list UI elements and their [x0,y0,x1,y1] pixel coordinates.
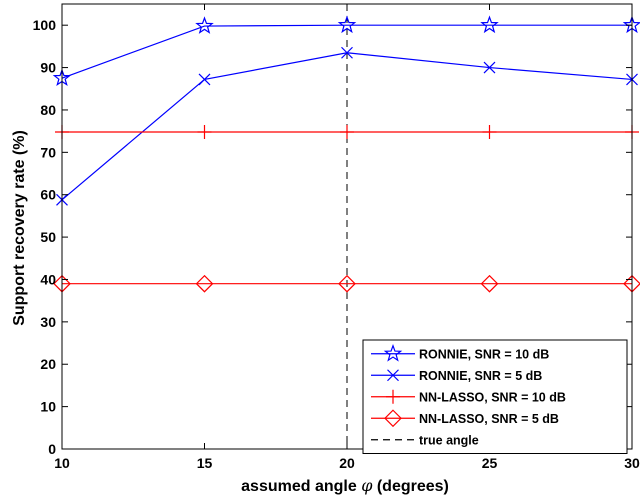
series-4-marker [195,274,214,293]
y-tick-label: 30 [40,314,56,330]
series-1-marker [337,15,357,34]
x-axis-label-symbol: φ [361,476,373,495]
x-tick-label: 25 [482,455,498,471]
x-tick-label: 30 [624,455,640,471]
y-tick-label: 90 [40,60,56,76]
legend-label-2: RONNIE, SNR = 5 dB [419,369,542,383]
y-tick-label: 0 [48,441,56,457]
series-1-marker [195,16,214,34]
series-2-marker [341,46,353,59]
x-axis-label-prefix: assumed angle [241,478,361,495]
series-3-marker [197,124,212,139]
legend-label-4: NN-LASSO, SNR = 5 dB [419,412,559,426]
series-line-1 [61,24,632,79]
legend-marker-1 [383,343,403,362]
y-tick-label: 70 [40,144,56,160]
legend-marker-2 [387,369,399,382]
legend-marker-4 [384,409,402,428]
y-tick-label: 100 [33,17,57,33]
x-tick-label: 20 [339,455,355,471]
series-2-marker [483,61,496,74]
y-tick-label: 50 [40,229,56,245]
y-tick-label: 60 [40,187,56,203]
legend-marker-3 [386,389,400,404]
y-tick-label: 80 [40,102,56,118]
legend-label-3: NN-LASSO, SNR = 10 dB [419,390,566,404]
legend-label-1: RONNIE, SNR = 10 dB [419,347,549,361]
y-axis-label: Support recovery rate (%) [11,130,28,326]
series-4-marker [480,274,499,293]
series-3-marker [482,124,497,139]
y-tick-label: 10 [40,399,56,415]
x-tick-label: 10 [54,455,70,471]
x-axis-label: assumed angle φ (degrees) [241,476,449,495]
series-2-marker [198,73,211,86]
legend: RONNIE, SNR = 10 dB RONNIE, SNR = 5 dB NN-… [362,339,628,454]
y-tick-label: 20 [40,356,56,372]
series-1-marker [480,15,499,34]
x-tick-label: 15 [197,455,213,471]
legend-label-5: true angle [419,433,479,447]
x-axis-label-suffix: (degrees) [372,478,448,495]
plot-area [52,4,640,449]
series-3-marker [340,124,354,139]
series-4-marker [338,274,356,293]
y-tick-label: 40 [40,271,56,287]
